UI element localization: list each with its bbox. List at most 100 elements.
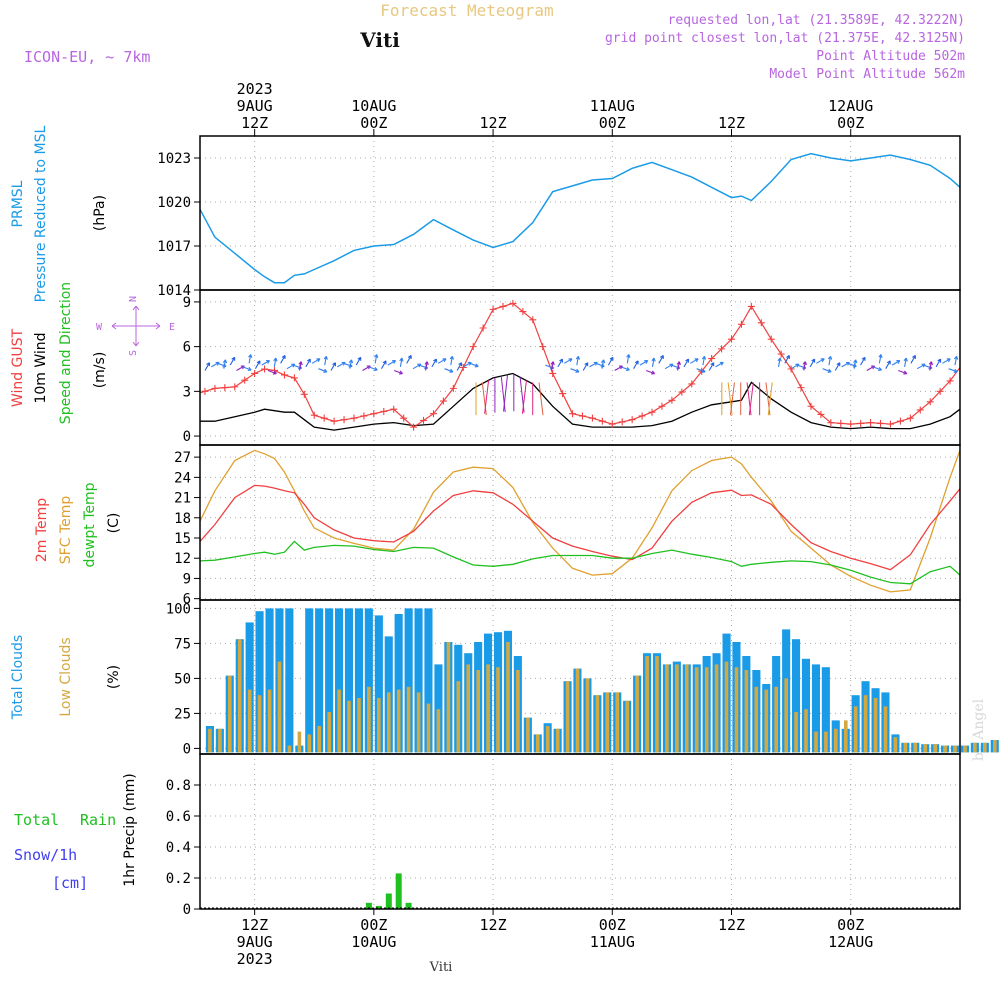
wind-arrow-head	[575, 368, 580, 373]
low-cloud-bar	[605, 692, 610, 753]
gust-marker	[509, 299, 517, 307]
wind-arrow	[330, 362, 336, 371]
wind-arrow-head	[323, 368, 328, 373]
gust-marker	[638, 412, 646, 420]
wind-arrow	[393, 369, 403, 375]
gust-marker	[847, 420, 855, 428]
wind-arrow-head	[651, 370, 656, 375]
wind-arrow-head	[575, 355, 581, 360]
low-cloud-bar	[317, 726, 321, 753]
wind-arrow	[690, 358, 699, 364]
bottom-time-label: 9AUG	[237, 933, 273, 951]
wind-arrow	[298, 361, 302, 371]
wind-arrow-head	[399, 357, 404, 362]
wind-arrow-head	[442, 358, 447, 363]
gust-marker	[429, 410, 437, 418]
low-cloud-bar	[625, 700, 629, 753]
wind-arrow-head	[332, 362, 337, 367]
ytick-label: 15	[174, 531, 191, 547]
wind-arrow-head	[600, 359, 606, 364]
low-cloud-bar	[446, 642, 451, 753]
bottom-time-label: 12Z	[241, 916, 268, 934]
wind-arrow-head	[323, 355, 328, 360]
bottom-time-label: 10AUG	[351, 933, 396, 951]
wind-arrow	[834, 362, 841, 371]
wind-arrow-head	[373, 367, 378, 372]
ytick-label: 1023	[157, 151, 191, 167]
compass-ns-arrow	[132, 305, 140, 347]
low-cloud-bar	[784, 678, 788, 753]
wind-arrow	[500, 376, 506, 413]
total-cloud-bar	[245, 622, 254, 753]
bottom-time-label: 00Z	[360, 916, 387, 934]
wind-arrow-head	[802, 361, 807, 366]
wind-arrow-head	[584, 362, 589, 367]
wind-arrow	[878, 354, 882, 364]
gust-marker	[628, 416, 636, 424]
gust-marker	[310, 411, 318, 419]
wind-arrow-head	[878, 367, 883, 372]
temp-unit: (C)	[106, 513, 122, 534]
wind-arrow-head	[407, 355, 412, 360]
wind-arrow-head	[878, 354, 883, 358]
wind-arrow-head	[886, 360, 891, 365]
gust-marker	[936, 387, 944, 395]
low-cloud-bar	[734, 667, 739, 753]
ytick-label: 24	[174, 470, 191, 486]
ytick-label: 12	[174, 551, 191, 567]
gust-marker	[469, 343, 477, 351]
low-cloud-bar	[883, 706, 888, 753]
low-cloud-bar	[426, 703, 431, 753]
gust-marker	[837, 419, 845, 427]
bottom-time-label: 00Z	[599, 916, 626, 934]
wind-arrow	[904, 357, 907, 367]
wind-arrow	[557, 358, 563, 368]
wind-arrow-head	[357, 356, 362, 361]
gust-marker	[737, 320, 745, 328]
gust-marker	[549, 369, 557, 377]
wind-arrow	[898, 369, 907, 375]
gust-marker	[280, 371, 288, 379]
total-cloud-bar	[344, 608, 353, 753]
gust-marker	[886, 420, 894, 428]
wind-arrow-head	[298, 361, 303, 366]
low-cloud-bar	[853, 706, 858, 753]
wind-arrow	[248, 354, 252, 364]
ytick-label: 3	[183, 384, 191, 400]
model-altitude: Model Point Altitude 562m	[769, 67, 965, 82]
wind-arrow-head	[701, 355, 707, 360]
gust-marker	[668, 396, 676, 404]
wind-speed-line	[200, 372, 961, 431]
wind-arrow-head	[568, 358, 573, 363]
wind-arrow	[431, 358, 437, 368]
low-cloud-bar	[615, 692, 620, 753]
wind-arrow-head	[206, 362, 211, 367]
wind-arrow-head	[694, 358, 699, 363]
wind-arrow	[935, 358, 942, 368]
temp-2m-line	[199, 484, 961, 571]
wind-arrow	[885, 360, 891, 369]
wind-arrow-head	[272, 370, 277, 375]
wind-arrow-head	[777, 357, 782, 362]
low-cloud-bar	[396, 689, 401, 753]
low-cloud-bar	[476, 670, 480, 753]
low-cloud-bar	[804, 709, 808, 753]
gust-marker	[926, 398, 934, 406]
wind-arrow-head	[827, 355, 833, 360]
gust-marker	[499, 302, 507, 310]
gust-marker	[747, 302, 755, 310]
wind-unit: (m/s)	[92, 352, 108, 389]
wind-arrow-head	[625, 367, 630, 372]
gust-marker	[906, 414, 914, 422]
gust-marker	[410, 423, 418, 431]
gust-marker	[916, 406, 924, 414]
low-cloud-bar	[406, 686, 411, 753]
top-time-label: 10AUG	[351, 97, 396, 115]
top-time-label: 00Z	[599, 114, 626, 132]
gust-marker	[360, 412, 368, 420]
low-cloud-bar	[704, 667, 709, 753]
wind-arrow	[767, 382, 773, 416]
wind-arrow	[626, 354, 630, 364]
wind-arrow-head	[424, 361, 429, 366]
